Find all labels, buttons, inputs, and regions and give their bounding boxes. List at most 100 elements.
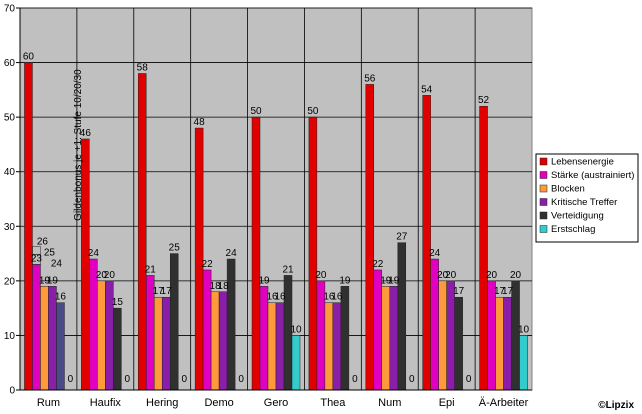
- data-label: 20: [315, 270, 327, 281]
- data-label: 58: [137, 62, 149, 73]
- data-label: 19: [339, 275, 351, 286]
- chart-annotation: Gildenbonus je +1: Stufe 10/20/30: [73, 69, 84, 221]
- data-label: 10: [518, 324, 530, 335]
- data-label: 0: [68, 374, 74, 385]
- bar: [97, 280, 106, 391]
- bar: [422, 95, 431, 391]
- data-label: 24: [88, 248, 100, 259]
- bar: [389, 286, 399, 391]
- x-tick-label: Hering: [146, 397, 178, 409]
- data-label: 18: [218, 281, 230, 292]
- bar-bonus-segment: [32, 246, 41, 255]
- data-label: 24: [226, 248, 238, 259]
- data-label: 0: [125, 374, 131, 385]
- legend-swatch: [539, 184, 548, 193]
- data-label: 16: [274, 292, 286, 303]
- data-label: 22: [202, 259, 214, 270]
- legend: Lebensenergie Stärke (austrainiert) Blocke…: [535, 153, 639, 243]
- bar: [137, 73, 147, 391]
- data-label: 17: [161, 286, 173, 297]
- data-label: 19: [47, 275, 59, 286]
- data-label: 25: [44, 247, 56, 258]
- bar: [161, 296, 171, 391]
- legend-swatch: [539, 211, 548, 220]
- data-label: 20: [486, 270, 498, 281]
- bar: [218, 291, 228, 391]
- data-label: 21: [145, 264, 157, 275]
- data-label: 19: [380, 275, 392, 286]
- data-label: 52: [478, 95, 490, 106]
- data-label: 19: [258, 275, 270, 286]
- legend-label: Erstschlag: [551, 224, 595, 235]
- bar: [291, 335, 301, 391]
- data-label: 19: [39, 275, 51, 286]
- bar: [373, 269, 383, 391]
- y-tick-label: 70: [4, 4, 16, 15]
- data-label: 26: [37, 236, 49, 247]
- bar: [454, 296, 463, 391]
- legend-swatch: [539, 171, 548, 179]
- y-tick-label: 0: [9, 386, 15, 397]
- y-tick-label: 50: [4, 113, 16, 124]
- legend-label: Kritische Treffer: [551, 197, 617, 208]
- data-label: 24: [429, 248, 441, 259]
- legend-label: Blocken: [551, 184, 585, 195]
- y-tick-label: 60: [4, 58, 16, 69]
- data-label: 20: [104, 270, 116, 281]
- x-tick-label: Demo: [204, 397, 233, 409]
- bar: [169, 253, 179, 391]
- data-label: 22: [372, 259, 384, 270]
- data-label: 20: [510, 270, 522, 281]
- bar: [479, 105, 488, 391]
- bar: [226, 258, 236, 391]
- bar: [40, 286, 49, 391]
- data-label: 21: [282, 264, 294, 275]
- data-label: 50: [250, 106, 262, 117]
- legend-swatch: [539, 157, 548, 166]
- bar: [324, 302, 334, 391]
- bar: [275, 302, 285, 391]
- data-label: 16: [55, 292, 67, 303]
- data-label: 46: [80, 128, 92, 139]
- data-label: 17: [502, 286, 514, 297]
- data-label: 27: [396, 232, 408, 243]
- data-label: 18: [210, 281, 222, 292]
- data-label: 48: [194, 117, 206, 128]
- data-label: 0: [466, 374, 472, 385]
- data-label: 20: [96, 270, 108, 281]
- data-label: 25: [169, 243, 181, 254]
- bar: [251, 116, 261, 391]
- bar: [495, 296, 504, 391]
- x-tick-label: Epi: [439, 397, 455, 409]
- data-label: 60: [23, 52, 35, 63]
- x-tick-label: Num: [378, 397, 401, 409]
- data-label: 20: [445, 270, 457, 281]
- data-label: 19: [388, 275, 400, 286]
- data-label: 17: [494, 286, 506, 297]
- y-tick-label: 30: [4, 222, 16, 233]
- x-tick-label: Thea: [320, 397, 346, 409]
- legend-swatch: [539, 225, 548, 233]
- bar: [210, 291, 220, 391]
- bar: [308, 116, 318, 391]
- bar: [381, 286, 391, 391]
- x-tick-label: Gero: [264, 397, 288, 409]
- bar: [503, 296, 512, 391]
- bar: [519, 335, 528, 391]
- copyright-label: ©Lipzix: [598, 400, 634, 411]
- data-labels: 6023191916026252446242020150582117172504…: [23, 52, 530, 385]
- x-tick-label: Haufix: [90, 397, 122, 409]
- data-label: 17: [153, 286, 165, 297]
- data-label: 20: [437, 270, 449, 281]
- bar: [153, 296, 163, 391]
- data-label: 0: [181, 374, 187, 385]
- data-label: 50: [307, 106, 319, 117]
- x-tick-label: Ä-Arbeiter: [479, 397, 529, 409]
- bar: [267, 302, 277, 391]
- data-label: 0: [238, 374, 244, 385]
- legend-box: [535, 153, 639, 243]
- data-label: 16: [323, 292, 335, 303]
- bar: [56, 302, 65, 391]
- data-label: 10: [290, 324, 302, 335]
